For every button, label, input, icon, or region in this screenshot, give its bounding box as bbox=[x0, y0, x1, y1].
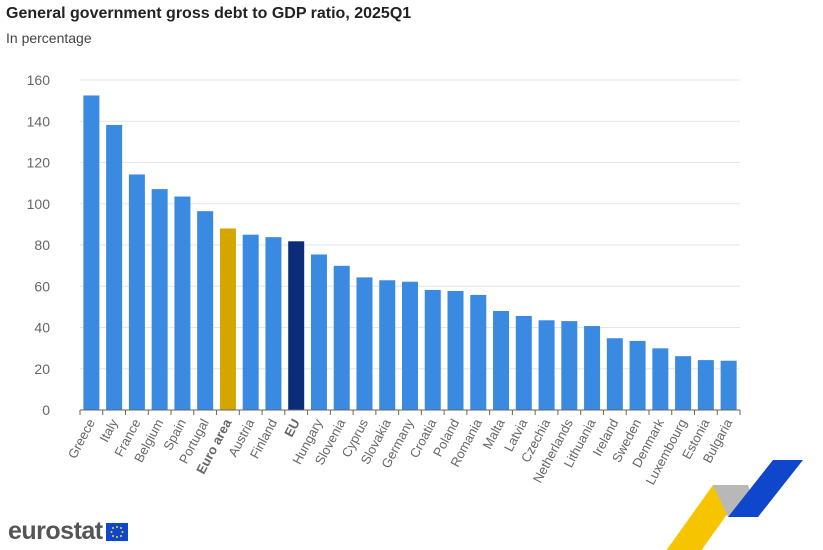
bar-luxembourg bbox=[675, 356, 692, 410]
eurostat-logo: eurostat bbox=[8, 517, 128, 546]
bar-eu bbox=[288, 241, 305, 410]
bar-spain bbox=[174, 196, 191, 410]
bar-bulgaria bbox=[720, 360, 737, 410]
bar-austria bbox=[242, 234, 259, 410]
eu-flag-icon bbox=[105, 522, 128, 541]
bar-poland bbox=[447, 290, 464, 410]
bar-latvia bbox=[515, 315, 532, 410]
bar-croatia bbox=[424, 289, 441, 410]
x-tick-label: Greece bbox=[65, 416, 98, 461]
bar-slovenia bbox=[333, 265, 350, 410]
bar-euro-area bbox=[219, 228, 236, 410]
bar-cyprus bbox=[356, 277, 373, 410]
y-tick-label: 0 bbox=[42, 402, 50, 418]
bar-italy bbox=[106, 124, 123, 411]
x-tick-label: EU bbox=[281, 416, 303, 439]
bar-denmark bbox=[652, 348, 669, 410]
bar-sweden bbox=[629, 340, 646, 410]
bar-romania bbox=[470, 294, 487, 410]
bar-czechia bbox=[538, 320, 555, 410]
chart-title: General government gross debt to GDP rat… bbox=[6, 5, 412, 22]
bar-france bbox=[128, 174, 145, 410]
bar-belgium bbox=[151, 189, 168, 410]
bar-greece bbox=[83, 95, 100, 410]
y-tick-label: 60 bbox=[34, 278, 50, 294]
y-tick-label: 120 bbox=[27, 155, 51, 171]
chart-subtitle: In percentage bbox=[6, 30, 92, 46]
logo-text: eurostat bbox=[8, 517, 103, 545]
bar-germany bbox=[402, 281, 418, 410]
bar-slovakia bbox=[379, 280, 396, 410]
bar-netherlands bbox=[561, 321, 578, 410]
bar-malta bbox=[493, 311, 510, 410]
y-tick-label: 160 bbox=[27, 72, 51, 88]
bar-lithuania bbox=[584, 326, 601, 410]
y-tick-label: 140 bbox=[27, 113, 51, 129]
y-tick-label: 20 bbox=[34, 361, 50, 377]
bar-finland bbox=[265, 237, 282, 410]
bar-ireland bbox=[606, 338, 623, 410]
bar-hungary bbox=[310, 254, 327, 410]
decorative-swoosh bbox=[666, 460, 803, 550]
bar-estonia bbox=[697, 360, 714, 410]
y-tick-label: 100 bbox=[27, 196, 51, 212]
y-tick-label: 80 bbox=[34, 237, 50, 253]
bar-portugal bbox=[197, 211, 214, 410]
y-tick-label: 40 bbox=[34, 320, 50, 336]
